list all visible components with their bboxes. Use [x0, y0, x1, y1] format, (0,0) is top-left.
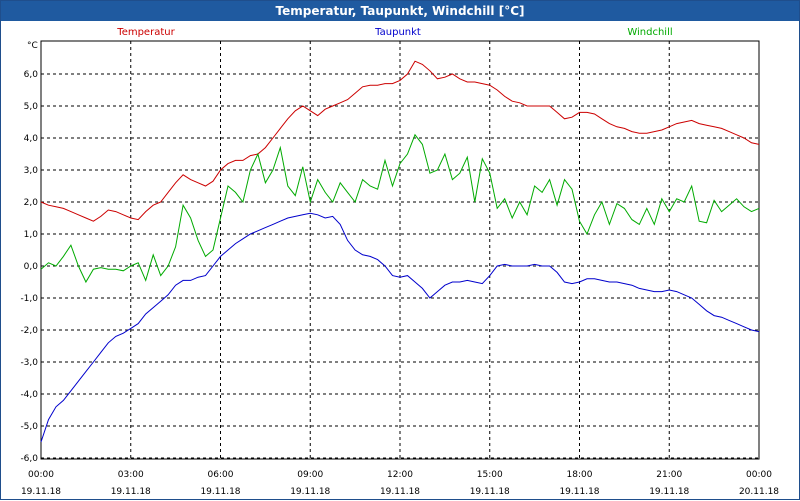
x-tick-date-label: 19.11.18 [111, 487, 151, 497]
series-lines [40, 60, 760, 443]
series-line-temperatur [40, 60, 760, 222]
series-line-windchill [40, 133, 760, 284]
y-tick-label: -4,0 [20, 390, 38, 400]
y-tick-label: 4,0 [24, 134, 39, 144]
y-tick-label: 3,0 [24, 166, 39, 176]
y-tick-label: 2,0 [24, 198, 39, 208]
x-tick-time-label: 00:00 [746, 470, 772, 480]
y-tick-label: 0,0 [24, 262, 39, 272]
x-tick-date-label: 19.11.18 [200, 487, 240, 497]
y-tick-label: 5,0 [24, 102, 39, 112]
y-tick-label: -6,0 [20, 454, 38, 464]
axis-ticks: -6,0 -5,0 -4,0 -3,0 -2,0 -1,0 0,0 1,0 2,0 3,0 4,0 5… [20, 70, 779, 497]
x-tick-time-label: 12:00 [387, 470, 413, 480]
y-tick-label: 1,0 [24, 230, 39, 240]
y-tick-label: 6,0 [24, 70, 39, 80]
window-title: Temperatur, Taupunkt, Windchill [°C] [1, 1, 799, 21]
x-tick-time-label: 21:00 [656, 470, 682, 480]
legend-entry: Windchill [627, 27, 672, 38]
y-tick-label: -5,0 [20, 422, 38, 432]
y-tick-label: -2,0 [20, 326, 38, 336]
legend-entry: Taupunkt [374, 27, 421, 38]
x-tick-date-label: 20.11.18 [739, 487, 779, 497]
x-tick-date-label: 19.11.18 [290, 487, 330, 497]
x-tick-date-label: 19.11.18 [470, 487, 510, 497]
x-tick-time-label: 00:00 [28, 470, 54, 480]
y-tick-label: -1,0 [20, 294, 38, 304]
x-tick-time-label: 09:00 [297, 470, 323, 480]
series-line-taupunkt [40, 212, 760, 443]
x-tick-time-label: 18:00 [567, 470, 593, 480]
x-tick-date-label: 19.11.18 [21, 487, 61, 497]
x-tick-time-label: 06:00 [208, 470, 234, 480]
legend: Temperatur Taupunkt Windchill [116, 27, 672, 38]
x-tick-date-label: 19.11.18 [380, 487, 420, 497]
y-axis-label: °C [27, 41, 38, 51]
x-tick-date-label: 19.11.18 [649, 487, 689, 497]
y-tick-label: -3,0 [20, 358, 38, 368]
x-tick-time-label: 15:00 [477, 470, 503, 480]
grid-lines [41, 41, 759, 459]
legend-entry: Temperatur [116, 27, 175, 38]
x-tick-date-label: 19.11.18 [559, 487, 599, 497]
x-tick-time-label: 03:00 [118, 470, 144, 480]
